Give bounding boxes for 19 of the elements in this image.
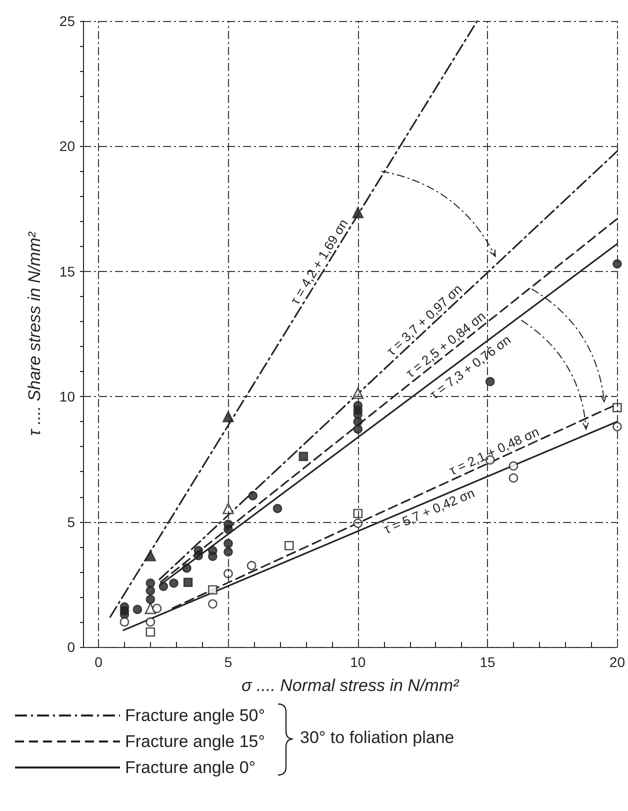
y-tick-label: 20 — [59, 138, 76, 154]
y-tick-label: 10 — [59, 388, 76, 405]
x-tick-label: 15 — [480, 654, 496, 670]
y-tick-label: 0 — [67, 639, 76, 655]
y-tick-label: 15 — [59, 263, 76, 280]
text: 30° to foliation plane — [300, 728, 454, 747]
x-tick-label: 10 — [350, 654, 366, 670]
legend-label: Fracture angle 0° — [125, 758, 256, 777]
x-tick-label: 0 — [94, 654, 103, 670]
y-tick-label: 25 — [59, 13, 76, 29]
legend-label: Fracture angle 15° — [125, 732, 266, 751]
y-axis-title: τ .... Share stress in N/mm² — [25, 230, 44, 436]
y-tick-label: 5 — [67, 514, 76, 530]
x-tick-label: 20 — [609, 654, 626, 670]
x-tick-label: 5 — [224, 654, 232, 670]
x-axis-title: σ .... Normal stress in N/mm² — [242, 676, 460, 695]
annotation: τ = 5,7 + 0,42 σn — [382, 485, 477, 537]
legend-label: Fracture angle 50° — [125, 706, 266, 725]
annotation: τ = 2,1 + 0,48 σn — [446, 424, 542, 478]
